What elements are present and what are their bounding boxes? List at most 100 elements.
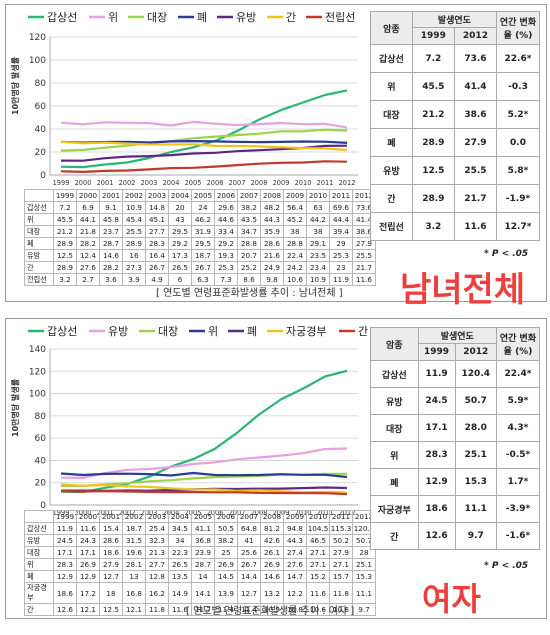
x-tick-label: 1999 (53, 179, 70, 187)
table-cell: 11.9 (53, 522, 77, 535)
table-row-label: 유방 (24, 534, 54, 547)
data-table: 1999 2000 2001 2002 2003 2004 2005 2006 2007 2008… (24, 510, 376, 616)
summary-cell: -1.9* (496, 184, 540, 213)
summary-cell: 11.9 (417, 360, 456, 388)
table-header-cell: 2009 (283, 189, 307, 202)
summary-cell: 28.9 (411, 128, 455, 157)
table-cell: 13.2 (260, 582, 284, 604)
summary-table: 암종 발생연도 연간 변화율 (%) 1999 2012 갑상선 7.2 73.6 22.6* 위… (370, 11, 540, 241)
table-row-label: 간 (24, 261, 54, 274)
table-cell: 28.3 (53, 558, 77, 571)
summary-cell: 17.1 (417, 414, 456, 442)
summary-cell: 간 (370, 522, 419, 550)
table-cell: 20 (168, 201, 192, 214)
chart-panel-female: 갑상선 유방 대장 위 폐 자궁경부 간 0 20 40 60 80 100 120 140 1999 200… (5, 318, 547, 619)
table-cell: 28.6 (99, 534, 123, 547)
table-cell: 13.9 (214, 582, 238, 604)
summary-cell: 50.7 (454, 387, 498, 415)
table-cell: 25 (214, 546, 238, 559)
table-cell: 11.6 (352, 273, 376, 286)
summary-row: 간 12.6 9.7 -1.6* (370, 522, 540, 550)
table-header-cell: 2007 (237, 510, 261, 523)
legend-entry: 간 (358, 325, 368, 338)
significance-note: * P < .05 (484, 249, 529, 259)
summary-cell: 22.6* (496, 44, 540, 73)
summary-cell: 28.0 (454, 414, 498, 442)
table-cell: 10.8 (283, 603, 307, 616)
summary-row: 유방 12.5 25.5 5.8* (370, 156, 540, 185)
table-cell: 12.8 (145, 570, 169, 583)
summary-cell: -0.3 (496, 72, 540, 101)
legend-entry: 간 (286, 11, 296, 24)
table-header-cell: 1999 (53, 189, 77, 202)
table-cell: 45.2 (283, 213, 307, 226)
table-cell: 44.2 (306, 213, 330, 226)
table-cell: 11.6 (306, 582, 330, 604)
table-header-cell: 2010 (306, 189, 330, 202)
table-cell: 27.9 (99, 558, 123, 571)
summary-year-header: 2012 (454, 343, 498, 361)
summary-cell: 대장 (370, 414, 419, 442)
summary-cell: 25.5 (453, 156, 498, 185)
y-tick-label: 100 (29, 390, 46, 400)
table-cell: 29.5 (168, 225, 192, 238)
summary-cell: 21.2 (411, 100, 455, 129)
summary-row: 대장 21.2 38.6 5.2* (370, 100, 540, 129)
table-cell: 28.7 (99, 237, 123, 250)
summary-cell: 0.0 (496, 128, 540, 157)
table-cell: 17.3 (168, 249, 192, 262)
table-cell: 25.3 (329, 249, 353, 262)
table-header-cell: 1999 (53, 510, 77, 523)
y-tick-label: 120 (29, 33, 46, 43)
summary-year-header: 2012 (453, 27, 498, 45)
table-cell: 21.2 (53, 225, 77, 238)
table-cell: 24 (191, 201, 215, 214)
table-row-label: 유방 (24, 249, 54, 262)
table-cell: 25.6 (237, 546, 261, 559)
legend-entry: 위 (108, 11, 118, 24)
table-cell: 25.4 (145, 522, 169, 535)
summary-cell: 28.3 (417, 441, 456, 469)
table-row: 전립선 3.2 2.7 3.6 3.9 4.9 6 6.3 7.3 8.6 9.8 10.6 10.9 1… (24, 273, 376, 286)
table-cell: 12.2 (283, 582, 307, 604)
table-cell: 15.4 (99, 522, 123, 535)
table-header-cell: 2007 (237, 189, 261, 202)
table-cell: 27.1 (306, 546, 330, 559)
summary-cell: 7.2 (411, 44, 455, 73)
summary-row: 위 28.3 25.1 -0.5* (370, 441, 540, 469)
table-row-label: 갑상선 (24, 201, 54, 214)
table-cell: 12.9 (53, 570, 77, 583)
table-cell: 27.4 (283, 546, 307, 559)
summary-cell: 5.2* (496, 100, 540, 129)
table-cell: 45.8 (99, 213, 123, 226)
data-table: 1999 2000 2001 2002 2003 2004 2005 2006 2007 2008… (24, 189, 376, 286)
table-cell: 13.5 (168, 570, 192, 583)
table-cell: 27.6 (76, 261, 100, 274)
summary-cell: 위 (370, 441, 419, 469)
table-cell: 9.1 (99, 201, 123, 214)
table-cell: 39.4 (329, 225, 353, 238)
table-header-cell: 2008 (260, 189, 284, 202)
table-row-label: 자궁경부 (24, 582, 54, 604)
chart-caption: [ 연도별 연령표준화발생률 추이 : 여자 ] (186, 606, 355, 617)
table-cell: 69.6 (329, 201, 353, 214)
series-line-위 (60, 471, 348, 479)
summary-header: 발생연도 (417, 327, 498, 344)
summary-cell: 4.3* (496, 414, 540, 442)
table-cell: 16 (122, 249, 146, 262)
x-tick-label: 2004 (163, 179, 180, 187)
chart-legend: 갑상선 유방 대장 위 폐 자궁경부 간 (28, 325, 368, 338)
table-header-cell: 2004 (168, 510, 192, 523)
summary-row: 갑상선 11.9 120.4 22.4* (370, 360, 540, 388)
table-row: 위 28.3 26.9 27.9 28.1 27.7 26.5 28.7 26.9 26.7 26.… (24, 558, 376, 571)
y-tick-label: 0 (40, 501, 46, 511)
table-cell: 19.6 (122, 546, 146, 559)
summary-header: 연간 변화율 (%) (496, 11, 540, 45)
chart-caption: [ 연도별 연령표준화발생률 추이 : 남녀전체 ] (156, 288, 343, 299)
table-cell: 38.2 (237, 201, 261, 214)
series-line-대장 (60, 128, 348, 152)
summary-row: 폐 12.9 15.3 1.7* (370, 468, 540, 496)
summary-cell: 1.7* (496, 468, 540, 496)
legend-entry: 갑상선 (47, 11, 77, 24)
